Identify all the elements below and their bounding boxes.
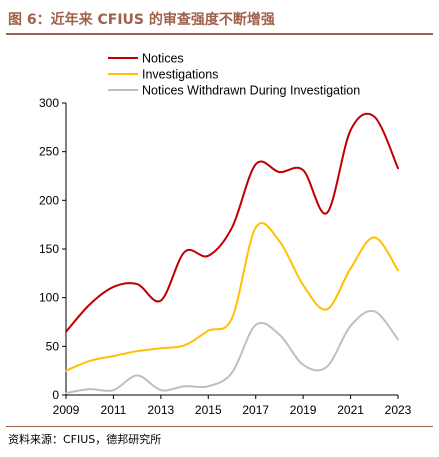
legend-item-notices: Notices bbox=[108, 52, 184, 66]
x-tick-label: 2017 bbox=[242, 403, 269, 417]
y-tick-label: 250 bbox=[39, 145, 59, 159]
axes: 0 50 100 150 200 250 300 2009 2011 2013 2015 2017 20… bbox=[39, 96, 412, 417]
y-tick-label: 300 bbox=[39, 96, 59, 110]
source-note: 资料来源：CFIUS，德邦研究所 bbox=[8, 433, 162, 446]
x-tick-label: 2013 bbox=[148, 403, 175, 417]
legend-label: Investigations bbox=[142, 68, 218, 82]
legend-item-withdrawn: Notices Withdrawn During Investigation bbox=[108, 84, 360, 98]
y-tick-label: 150 bbox=[39, 242, 59, 256]
y-tick-label: 200 bbox=[39, 193, 59, 207]
x-tick-label: 2019 bbox=[290, 403, 317, 417]
series-line-investigations bbox=[65, 221, 399, 372]
x-tick-label: 2015 bbox=[195, 403, 222, 417]
x-tick-label: 2011 bbox=[101, 403, 127, 417]
line-chart: Notices Investigations Notices Withdrawn D… bbox=[39, 52, 412, 418]
series-layer bbox=[65, 112, 399, 395]
title-divider bbox=[6, 33, 433, 35]
x-tick-label: 2021 bbox=[337, 403, 364, 417]
y-tick-label: 0 bbox=[52, 388, 59, 402]
series-line-withdrawn bbox=[65, 309, 399, 395]
legend: Notices Investigations Notices Withdrawn D… bbox=[108, 52, 360, 98]
x-tick-label: 2009 bbox=[53, 403, 80, 417]
legend-label: Notices Withdrawn During Investigation bbox=[142, 84, 360, 98]
legend-label: Notices bbox=[142, 52, 184, 66]
source-divider bbox=[6, 426, 433, 427]
figure-title: 图 6：近年来 CFIUS 的审查强度不断增强 bbox=[8, 12, 275, 28]
y-tick-label: 100 bbox=[39, 291, 59, 305]
y-tick-label: 50 bbox=[46, 339, 60, 353]
series-line-notices bbox=[65, 112, 399, 333]
x-tick-label: 2023 bbox=[385, 403, 412, 417]
legend-item-investigations: Investigations bbox=[108, 68, 218, 82]
